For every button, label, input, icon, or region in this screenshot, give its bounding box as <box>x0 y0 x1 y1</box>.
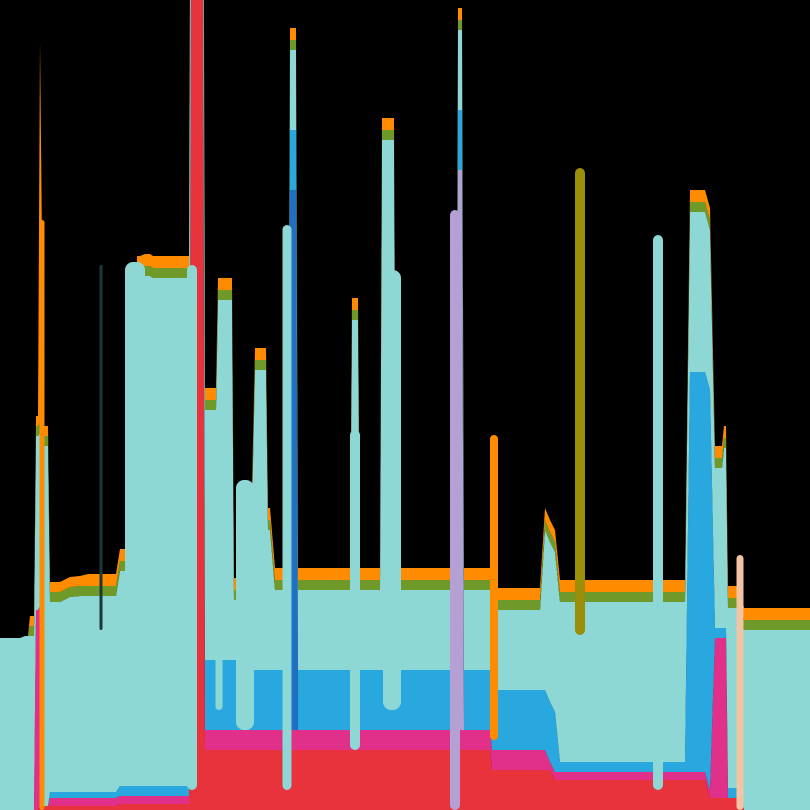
spike-4 <box>215 435 223 710</box>
spike-1 <box>99 265 103 630</box>
spike-3 <box>187 265 197 790</box>
spike-9 <box>450 210 460 810</box>
spike-0 <box>39 220 45 810</box>
spike-12 <box>653 235 663 790</box>
spike-5 <box>236 480 254 730</box>
spike-7 <box>350 430 360 750</box>
spike-11 <box>575 168 585 635</box>
spike-6 <box>282 225 292 790</box>
spike-2 <box>125 262 145 780</box>
spike-group <box>39 168 744 810</box>
spike-10 <box>490 435 498 740</box>
spike-8 <box>383 270 401 710</box>
spike-13 <box>736 555 744 810</box>
